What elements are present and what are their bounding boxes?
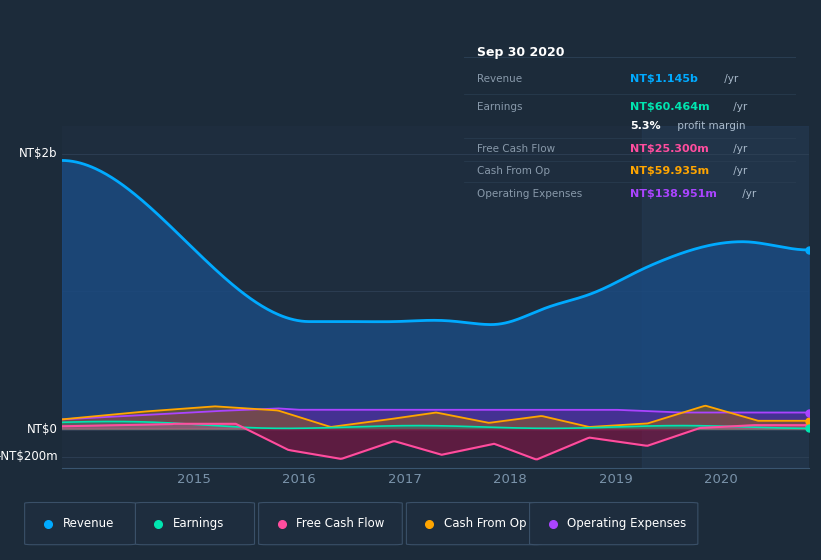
Text: /yr: /yr (739, 189, 756, 199)
Text: /yr: /yr (730, 166, 747, 176)
Bar (642, 126, 809, 468)
Text: NT$25.300m: NT$25.300m (631, 144, 709, 154)
Text: Sep 30 2020: Sep 30 2020 (477, 46, 565, 59)
FancyBboxPatch shape (135, 502, 255, 545)
Text: Revenue: Revenue (62, 517, 114, 530)
Text: NT$59.935m: NT$59.935m (631, 166, 709, 176)
Text: Cash From Op: Cash From Op (444, 517, 526, 530)
Text: /yr: /yr (721, 74, 738, 84)
Text: /yr: /yr (730, 144, 747, 154)
FancyBboxPatch shape (259, 502, 402, 545)
Text: NT$0: NT$0 (27, 423, 57, 436)
Text: Operating Expenses: Operating Expenses (477, 189, 582, 199)
Text: Revenue: Revenue (477, 74, 522, 84)
Text: Operating Expenses: Operating Expenses (567, 517, 686, 530)
Text: 5.3%: 5.3% (631, 122, 661, 131)
FancyBboxPatch shape (530, 502, 698, 545)
Text: /yr: /yr (730, 102, 747, 112)
Text: NT$138.951m: NT$138.951m (631, 189, 717, 199)
Text: profit margin: profit margin (674, 122, 745, 131)
Text: Cash From Op: Cash From Op (477, 166, 550, 176)
Text: -NT$200m: -NT$200m (0, 450, 57, 463)
Text: Free Cash Flow: Free Cash Flow (296, 517, 385, 530)
FancyBboxPatch shape (25, 502, 135, 545)
FancyBboxPatch shape (406, 502, 542, 545)
Text: NT$1.145b: NT$1.145b (631, 74, 698, 84)
Text: Earnings: Earnings (173, 517, 225, 530)
Text: NT$60.464m: NT$60.464m (631, 102, 709, 112)
Text: Earnings: Earnings (477, 102, 523, 112)
Text: NT$2b: NT$2b (20, 147, 57, 160)
Text: Free Cash Flow: Free Cash Flow (477, 144, 555, 154)
